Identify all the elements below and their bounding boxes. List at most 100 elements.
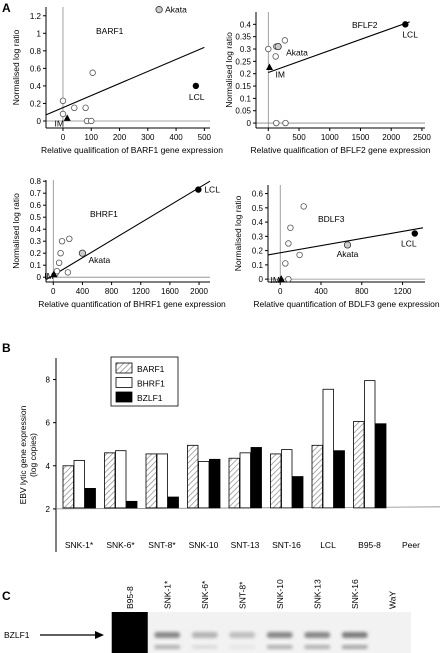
data-point: [265, 45, 272, 53]
legend-swatch-barf1: [115, 362, 133, 374]
y-tick-label: 2: [46, 505, 51, 514]
y-tick-label: 0.1: [240, 94, 252, 103]
im-point: [63, 114, 71, 121]
data-point: [58, 237, 66, 245]
legend-label: BHRF1: [137, 379, 165, 389]
y-tick-label: 0.1: [30, 261, 42, 270]
gel-band: [154, 632, 181, 638]
gel-band: [111, 612, 148, 653]
bar-bzlf1: [209, 458, 221, 509]
y-tick-label: 8: [46, 376, 51, 385]
legend-swatch-bzlf1: [115, 391, 133, 403]
legend: BARF1 BHRF1 BZLF1: [110, 356, 179, 407]
gel-band-faint: [229, 645, 256, 649]
gel-panel: B95-8 SNK-1* SNK-6* SNT-8* SNK-10 SNK-13 SNK-1…: [4, 579, 411, 653]
point-label-akata: Akata: [88, 255, 110, 265]
arrow-head-icon: [95, 631, 104, 639]
data-point: [59, 97, 67, 105]
data-point: [88, 117, 95, 125]
category-label: SNT-16: [272, 540, 301, 550]
data-point: [55, 259, 63, 266]
gel-band-faint: [304, 645, 331, 649]
legend-swatch-bhrf1: [115, 377, 133, 388]
y-tick-label: 0.5: [252, 204, 264, 213]
x-tick-label: 800: [105, 287, 119, 296]
regression-line: [45, 46, 205, 116]
point-label-lcl: LCL: [401, 239, 417, 249]
lane-label: SNK-13: [312, 579, 322, 609]
x-tick-label: 0: [278, 287, 283, 296]
scatter-title: BDLF3: [318, 214, 345, 224]
x-tick-label: 500: [198, 133, 212, 142]
y-tick-label: 0: [259, 275, 264, 284]
lane-label: SNK-6*: [200, 580, 210, 609]
gel-band: [266, 632, 293, 638]
point-label-im: IM: [44, 271, 53, 281]
y-tick-label: 1.2: [30, 12, 42, 21]
bar-barf1: [270, 453, 282, 509]
scatter-bflf2: 0 0.05 0.1 0.15 0.2 0.25 0.3 0.35 0.4 0 500 1000 150…: [224, 12, 431, 155]
y-tick-label: 0.5: [30, 213, 42, 222]
y-tick-label: 0.05: [235, 107, 251, 116]
y-tick-label: 1: [37, 29, 42, 38]
x-tick-label: 400: [76, 287, 90, 296]
y-tick-label: 0.15: [235, 82, 251, 91]
x-tick-label: 200: [113, 133, 127, 142]
bar-barf1: [228, 457, 240, 509]
x-tick-label: 300: [141, 133, 155, 142]
y-axis-label: Normalised log ratio: [224, 32, 234, 108]
akata-point: [343, 241, 352, 249]
im-point: [50, 270, 58, 278]
lcl-point: [411, 230, 419, 237]
category-label: Peer: [402, 540, 420, 550]
y-tick-label: 0.3: [240, 45, 252, 54]
lane-label: SNT-8*: [237, 581, 247, 609]
scatter-panels: 0 0.2 0.4 0.6 0.8 1 1.2 0 100 200 300 400 500 IM Akata…: [11, 5, 440, 309]
y-tick-label: 0.3: [30, 237, 42, 246]
data-point: [66, 235, 73, 242]
data-point: [272, 53, 279, 60]
bar-chart: 2 4 6 8 EBV lytic gene expression (log copies…: [18, 356, 441, 552]
y-tick-label: 0.2: [30, 249, 42, 258]
x-tick-label: 2000: [190, 287, 208, 296]
bar-bhrf1: [73, 459, 85, 509]
y-tick-label: 0.7: [30, 189, 42, 198]
akata-point: [155, 6, 163, 14]
data-point: [89, 69, 96, 76]
lane-label: WaY: [387, 591, 397, 609]
x-tick-label: 2500: [413, 133, 431, 142]
x-tick-label: 800: [355, 287, 369, 296]
scatter-title: BFLF2: [352, 20, 378, 30]
point-label-lcl: LCL: [189, 92, 205, 102]
im-point: [277, 275, 285, 282]
bar-bzlf1: [292, 476, 304, 509]
y-axis-label: Normalised log ratio: [11, 29, 21, 105]
lane-label: SNK-10: [275, 579, 285, 609]
y-axis-label-units: (log copies): [28, 433, 38, 477]
bar-barf1: [311, 444, 323, 509]
y-axis-label: EBV lytic gene expression: [18, 405, 28, 504]
x-tick-label: 1500: [352, 133, 370, 142]
data-point: [287, 224, 294, 231]
panel-label-b: B: [2, 341, 11, 355]
gel-band-faint: [191, 645, 218, 649]
x-axis-label: Relative qualification of BFLF2 gene exp…: [250, 145, 430, 155]
x-axis-label: Relative quantification of BHRF1 gene ex…: [38, 299, 226, 309]
bar-bzlf1: [333, 450, 345, 509]
bar-bhrf1: [156, 453, 168, 509]
gel-band-faint: [154, 645, 181, 649]
category-label: SNK-1*: [65, 540, 94, 550]
bar-bzlf1: [167, 496, 179, 509]
y-tick-label: 0.2: [252, 247, 264, 256]
scatter-bhrf1: 0 0.1 0.2 0.3 0.4 0.5 0.6 0.7 0.8 0 400 800 1200 1600…: [11, 177, 226, 309]
bar-barf1: [187, 444, 199, 509]
data-point: [296, 251, 303, 259]
data-point: [57, 249, 64, 257]
bar-bzlf1: [84, 488, 96, 509]
x-axis-label: Relative qualification of BARF1 gene exp…: [41, 145, 223, 155]
y-tick-label: 6: [46, 419, 51, 428]
y-tick-label: 0: [247, 119, 252, 128]
point-label-im: IM: [271, 275, 280, 285]
data-point: [300, 203, 307, 210]
x-tick-label: 1200: [132, 287, 150, 296]
